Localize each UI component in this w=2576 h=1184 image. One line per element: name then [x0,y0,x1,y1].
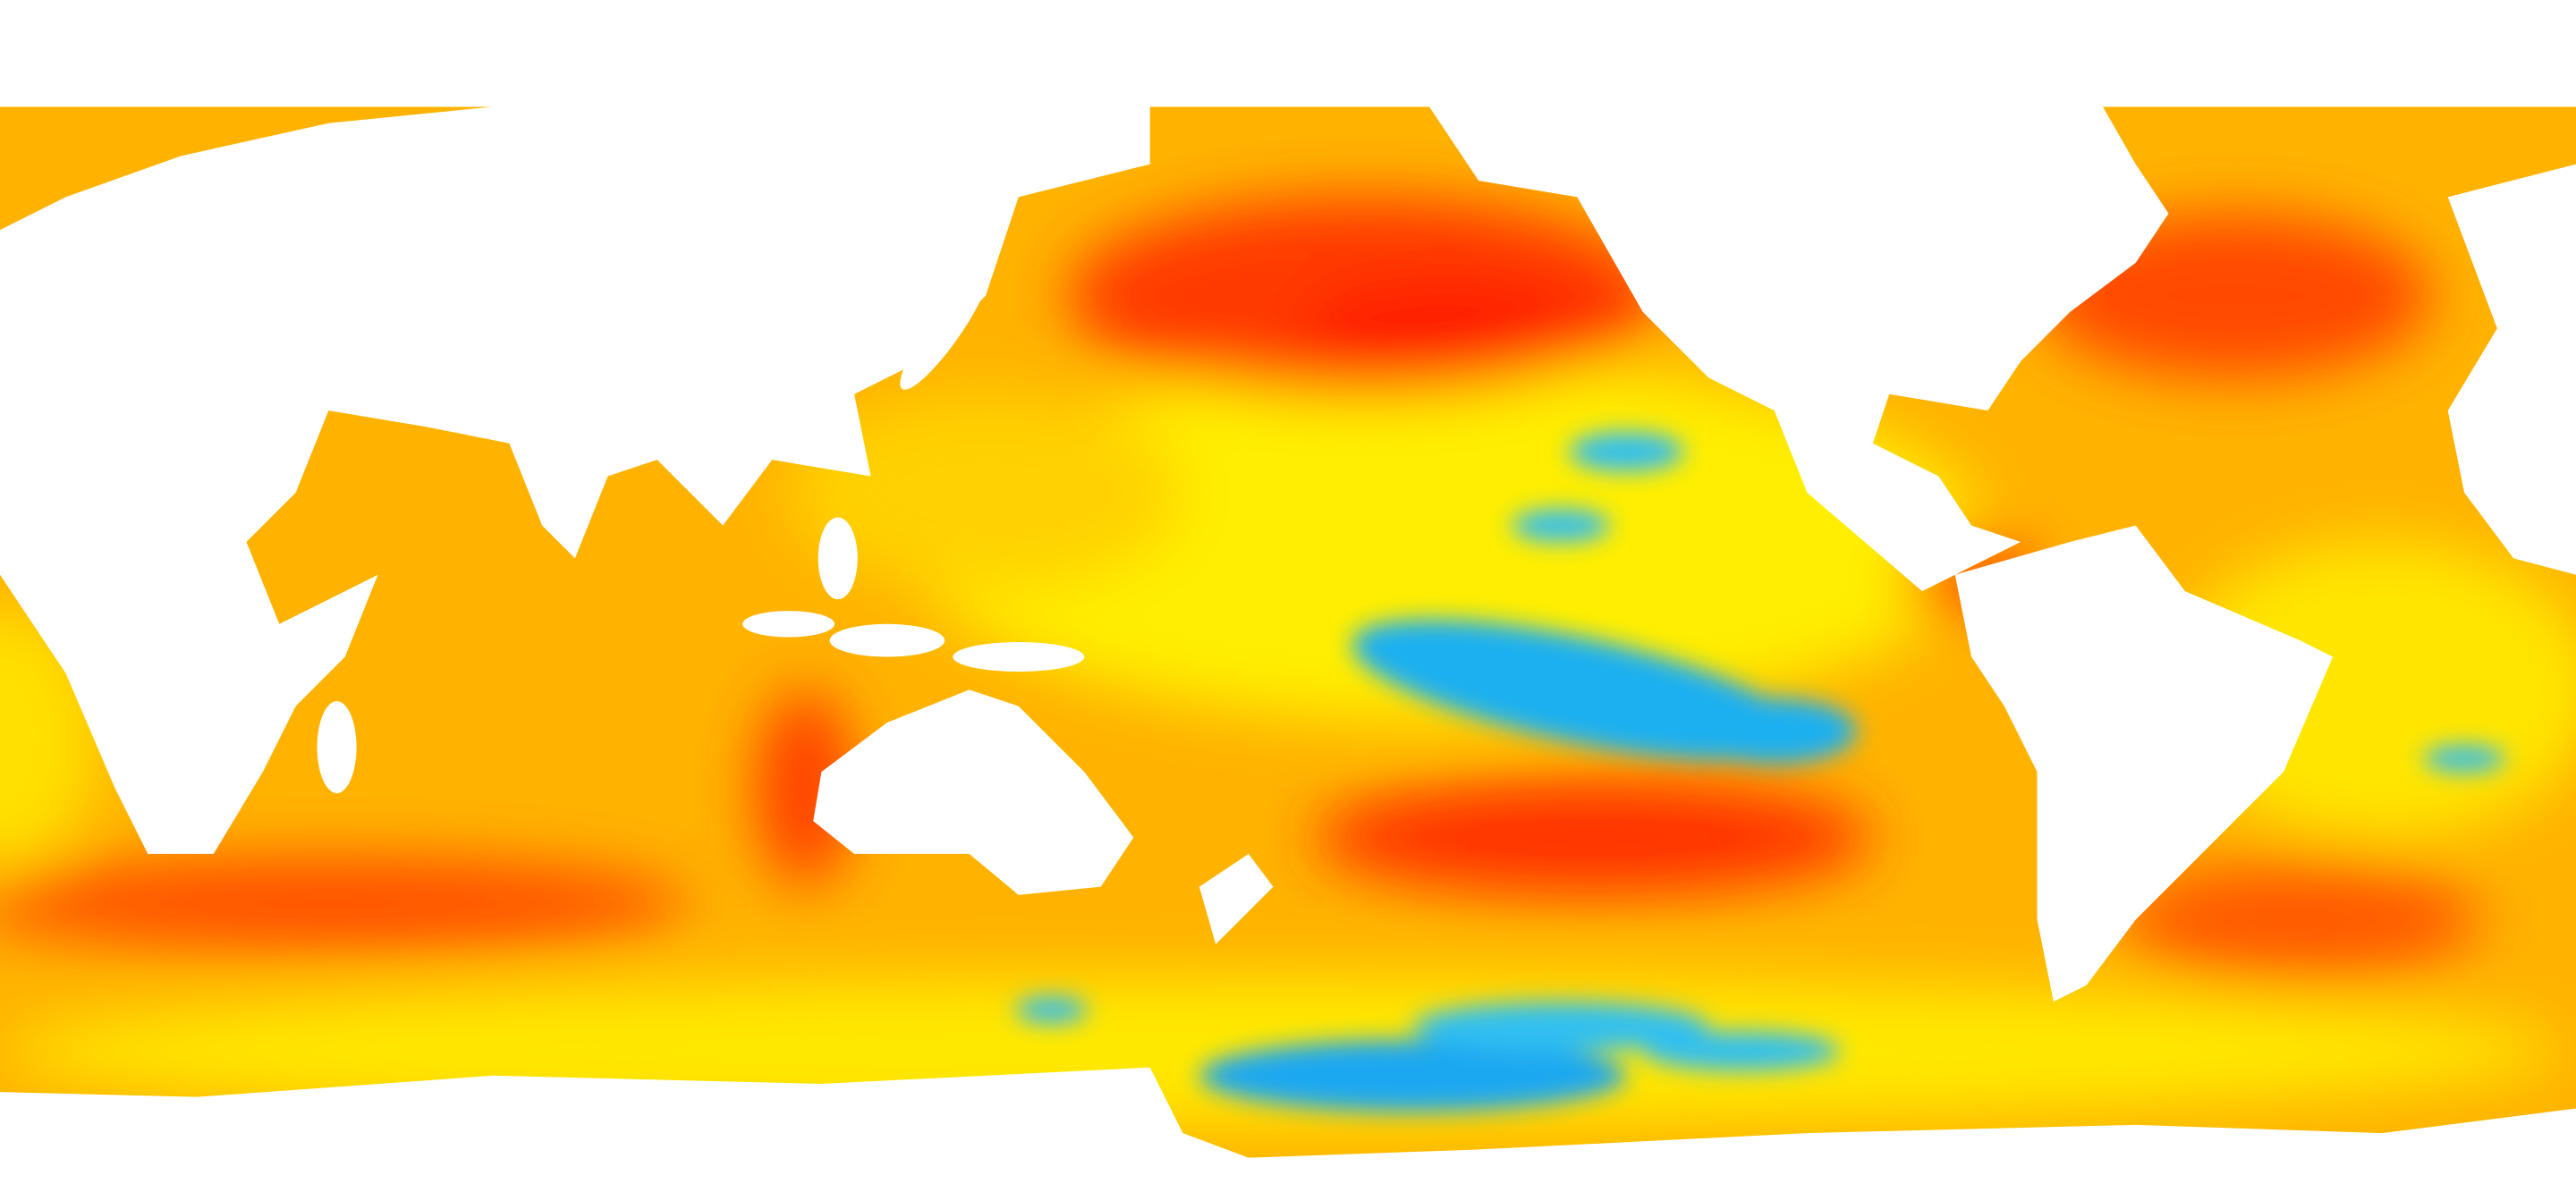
island [818,517,858,600]
island [742,611,835,638]
eurasia-africa [0,106,1150,854]
new-zealand [1199,853,1274,944]
africa-east [2447,164,2576,575]
australia [813,689,1134,895]
madagascar [317,701,357,793]
japan [900,266,989,390]
top-margin [0,0,2576,107]
cool-anomalies [1015,431,2506,1112]
warm-cool-patterns [0,197,2576,1125]
south-america [1954,525,2334,1002]
island [829,623,945,657]
north-america [1428,106,2169,592]
island [953,642,1085,672]
antarctica [0,1067,2576,1184]
